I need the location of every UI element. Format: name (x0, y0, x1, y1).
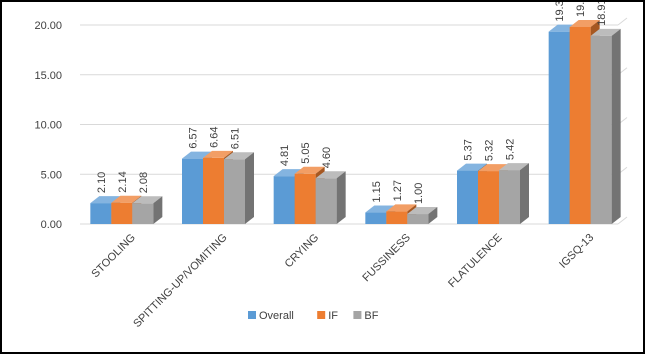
y-tick-label: 10.00 (34, 120, 62, 132)
data-label: 4.60 (321, 147, 333, 168)
data-label: 6.51 (230, 128, 242, 149)
legend-item-if: IF (317, 310, 338, 322)
legend-item-bf: BF (353, 310, 379, 322)
bar-front (111, 202, 133, 224)
bar-front (182, 158, 203, 224)
data-label: 6.57 (188, 127, 200, 148)
category-label: FLATULENCE (446, 232, 504, 290)
bar-front (386, 211, 408, 224)
bar-bf (224, 152, 254, 224)
bar-bf (590, 28, 621, 224)
gridline-depth (617, 216, 628, 225)
legend-swatch (317, 311, 326, 319)
data-label: 18.91 (596, 2, 608, 26)
bar-side (153, 196, 163, 224)
bar-side (428, 207, 438, 224)
y-tick-label: 20.00 (34, 20, 62, 32)
legend-swatch (353, 311, 362, 319)
data-label: 4.81 (279, 145, 291, 166)
data-labels: 2.10 2.14 2.08 6.57 6.64 6.51 4.81 5.05 4.60 1.15… (96, 2, 608, 204)
bar-top (457, 163, 487, 171)
data-label: 19.80 (575, 2, 587, 17)
bar-side (611, 28, 621, 224)
data-label: 2.08 (138, 172, 150, 193)
data-label: 5.42 (505, 139, 517, 160)
bar-front (315, 178, 337, 224)
y-axis-ticks: 0.00 5.00 10.00 15.00 20.00 (34, 20, 62, 231)
bar-top (386, 204, 417, 212)
bar-front (224, 159, 245, 224)
data-label: 5.32 (484, 140, 496, 161)
bar-front (407, 214, 429, 224)
bar-front (590, 35, 612, 224)
data-label: 2.14 (117, 171, 129, 192)
bar-top (499, 163, 529, 171)
category-label: IGSQ-13 (557, 232, 596, 271)
bar-top (569, 19, 600, 27)
legend-label: Overall (259, 310, 294, 322)
bar-front (273, 176, 295, 224)
y-tick-label: 5.00 (41, 169, 62, 181)
bar-front (294, 173, 316, 224)
bar-bf (499, 163, 529, 224)
legend-swatch (248, 311, 256, 319)
bar-front (457, 170, 478, 224)
data-label: 1.27 (392, 180, 404, 201)
bar-bf (132, 196, 163, 224)
bars (90, 19, 621, 224)
data-label: 1.15 (371, 181, 383, 202)
bar-top (294, 166, 325, 174)
bar-side (520, 163, 529, 224)
bar-front (499, 170, 520, 224)
gridline-depth (617, 17, 628, 26)
bar-bf (315, 171, 346, 224)
bar-front (478, 171, 499, 224)
y-tick-label: 15.00 (34, 70, 62, 82)
data-label: 2.10 (96, 172, 108, 193)
bar-top (224, 152, 254, 160)
bar-top (315, 171, 346, 179)
data-label: 5.37 (463, 139, 475, 160)
category-label: CRYING (283, 232, 322, 271)
gridlines (80, 17, 628, 225)
bar-top (203, 150, 233, 158)
bar-top (111, 195, 142, 203)
bar-top (407, 207, 438, 215)
bar-front (569, 26, 591, 224)
category-label: FUSSINESS (360, 232, 413, 285)
bar-front (132, 203, 154, 224)
bar-front (203, 157, 224, 224)
legend-label: IF (328, 310, 338, 322)
category-label: SPITTING-UP/VOMITING (131, 232, 229, 330)
bar-bf (407, 207, 438, 224)
bar-top (590, 28, 621, 36)
data-label: 5.05 (300, 142, 312, 163)
bar-side (245, 152, 254, 224)
bar-front (548, 31, 570, 224)
legend: Overall IF BF (248, 310, 379, 322)
bar-front (365, 212, 387, 224)
y-tick-label: 0.00 (41, 219, 62, 231)
bar-top (132, 196, 163, 204)
data-label: 1.00 (413, 183, 425, 204)
legend-label: BF (364, 310, 378, 322)
bar-top (90, 196, 121, 204)
bar-side (336, 171, 346, 224)
legend-item-overall: Overall (248, 310, 294, 322)
category-label: STOOLING (89, 232, 138, 281)
data-label: 19.33 (554, 2, 566, 22)
bar-front (90, 203, 112, 224)
data-label: 6.64 (209, 127, 221, 148)
